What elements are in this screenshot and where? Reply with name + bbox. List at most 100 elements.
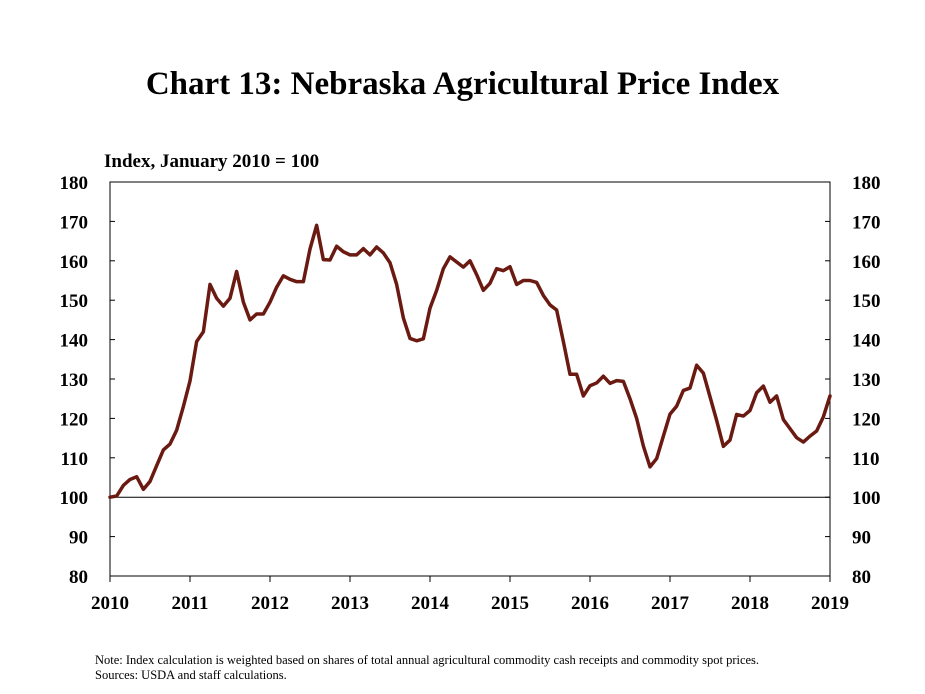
data-point xyxy=(769,401,771,404)
y-tick-label-left: 130 xyxy=(60,370,89,391)
data-point xyxy=(209,283,211,286)
data-point xyxy=(762,385,765,387)
data-point xyxy=(582,395,585,397)
data-point xyxy=(562,340,565,343)
data-point xyxy=(782,418,785,421)
data-point xyxy=(495,267,498,270)
data-point xyxy=(542,294,545,297)
data-point xyxy=(829,395,831,397)
y-tick-label-left: 140 xyxy=(60,331,89,352)
data-point xyxy=(529,279,531,282)
data-point xyxy=(775,395,778,397)
data-point xyxy=(349,254,351,256)
data-point xyxy=(629,397,631,400)
data-point xyxy=(809,435,811,437)
x-ticks: 2010 2011 2012 2013 2014 2015 2016 2017 2018 2019 xyxy=(91,576,849,614)
x-tick-label: 2016 xyxy=(571,593,609,614)
series-line xyxy=(108,223,832,499)
y-tick-label-left: 170 xyxy=(60,212,89,233)
data-point xyxy=(675,405,678,407)
y-tick-label-left: 150 xyxy=(60,291,89,312)
data-point xyxy=(162,449,165,451)
data-point xyxy=(262,313,265,315)
data-point xyxy=(235,270,238,273)
footnotes: Note: Index calculation is weighted base… xyxy=(95,653,759,683)
x-tick-label: 2013 xyxy=(331,593,369,614)
x-tick-label: 2018 xyxy=(731,593,769,614)
data-point xyxy=(655,457,658,460)
data-point xyxy=(142,488,145,491)
data-point xyxy=(575,373,578,376)
y-tick-label-right: 160 xyxy=(852,252,881,273)
data-point xyxy=(535,281,538,284)
data-point xyxy=(615,379,618,382)
data-point xyxy=(395,283,398,286)
plot-frame xyxy=(109,181,831,577)
data-point xyxy=(449,256,451,258)
data-point xyxy=(215,297,218,300)
data-point xyxy=(689,387,691,389)
x-tick-label: 2017 xyxy=(651,593,690,614)
y-tick-label-right: 170 xyxy=(852,212,881,233)
data-point xyxy=(275,286,278,289)
axes xyxy=(109,181,831,577)
data-point xyxy=(135,475,138,478)
data-point xyxy=(229,297,231,300)
data-point xyxy=(335,245,338,248)
data-point xyxy=(169,443,171,445)
y-ticks-right: 80 90 100 110 120 130 140 150 160 170 180 xyxy=(825,173,881,588)
y-tick-label-right: 130 xyxy=(852,370,881,391)
y-tick-label-right: 140 xyxy=(852,331,881,352)
data-point xyxy=(649,466,651,468)
data-point xyxy=(389,261,391,264)
y-tick-label-left: 120 xyxy=(60,409,89,430)
data-point xyxy=(129,478,131,481)
data-point xyxy=(609,382,611,385)
x-tick-label: 2011 xyxy=(172,593,209,614)
data-point xyxy=(662,435,665,437)
data-point xyxy=(815,430,818,432)
data-point xyxy=(442,267,445,270)
data-point xyxy=(522,279,525,282)
footnote-sources: Sources: USDA and staff calculations. xyxy=(95,668,287,682)
data-point xyxy=(109,496,111,499)
y-tick-label-left: 180 xyxy=(60,173,89,194)
data-point xyxy=(295,280,298,283)
x-tick-label: 2019 xyxy=(811,593,849,614)
data-point xyxy=(515,283,518,286)
data-point xyxy=(735,413,738,416)
data-point xyxy=(355,254,358,256)
x-tick-label: 2012 xyxy=(251,593,289,614)
data-point xyxy=(402,317,405,319)
y-tick-label-left: 80 xyxy=(69,567,88,588)
y-tick-label-left: 100 xyxy=(60,488,89,509)
data-point xyxy=(595,382,598,384)
y-tick-label-right: 90 xyxy=(852,528,871,549)
data-point xyxy=(489,282,491,285)
data-point xyxy=(255,313,258,315)
data-point xyxy=(635,417,638,420)
data-point xyxy=(642,445,645,447)
data-point xyxy=(269,301,271,303)
data-point xyxy=(182,405,185,408)
data-point xyxy=(422,338,425,340)
data-point xyxy=(315,224,318,227)
x-tick-label: 2014 xyxy=(411,593,450,614)
y-tick-label-right: 100 xyxy=(852,488,881,509)
data-point xyxy=(175,429,178,432)
y-tick-label-left: 90 xyxy=(69,528,88,549)
data-point xyxy=(375,246,378,248)
data-point xyxy=(435,289,438,292)
data-point xyxy=(342,250,345,253)
data-point xyxy=(195,340,198,343)
data-point xyxy=(322,258,325,261)
data-point xyxy=(742,415,745,417)
data-point xyxy=(715,419,718,422)
data-point xyxy=(369,254,371,256)
data-point xyxy=(622,380,625,383)
data-point xyxy=(802,441,805,443)
data-point xyxy=(722,445,725,448)
data-point xyxy=(242,301,245,303)
data-point xyxy=(409,337,411,340)
